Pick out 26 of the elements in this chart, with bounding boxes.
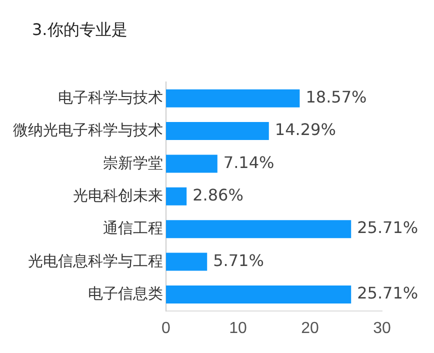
bar: [166, 154, 218, 173]
y-tick-label: 通信工程: [103, 220, 163, 238]
y-tick-label: 光电科创未来: [73, 188, 163, 205]
data-label: 25.71%: [357, 218, 418, 238]
x-tick-label: 0: [162, 320, 171, 337]
data-label: 2.86%: [192, 186, 244, 205]
y-tick-label: 电子科学与技术: [58, 89, 163, 106]
chart-title: 3.你的专业是: [32, 20, 128, 41]
data-label: 14.29%: [274, 120, 336, 140]
x-tick-label: 10: [229, 320, 247, 337]
y-tick-label: 光电信息科学与工程: [28, 252, 163, 270]
bar: [166, 89, 300, 108]
bar: [166, 187, 187, 206]
y-tick-label: 崇新学堂: [103, 154, 163, 172]
data-label: 7.14%: [223, 152, 274, 172]
y-tick-label: 微纳光电子科学与技术: [13, 122, 163, 140]
x-tick-label: 30: [373, 320, 391, 337]
x-tick-label: 20: [301, 320, 319, 337]
data-label: 25.71%: [357, 284, 418, 303]
bar: [166, 220, 352, 238]
data-label: 18.57%: [306, 88, 367, 106]
bar: [166, 285, 352, 304]
bar: [166, 252, 208, 271]
y-tick-label: 电子信息类: [88, 286, 163, 303]
bar: [166, 122, 269, 140]
data-label: 5.71%: [213, 250, 264, 270]
